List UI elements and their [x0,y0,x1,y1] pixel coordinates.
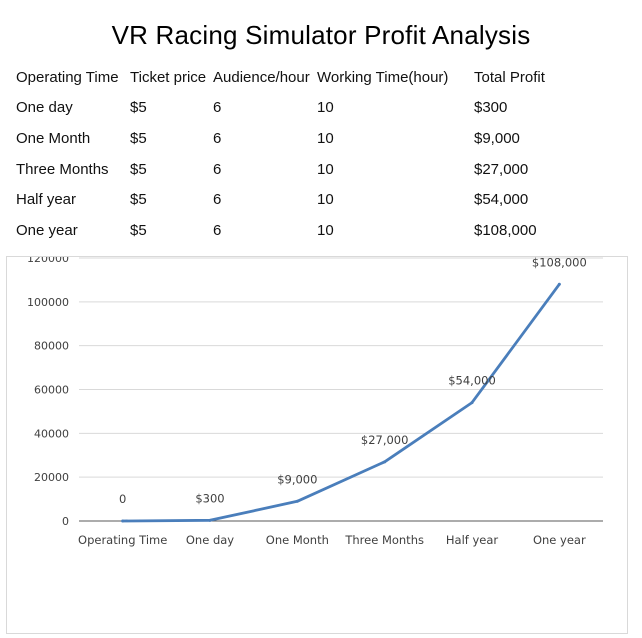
x-tick-label: Operating Time [78,533,167,547]
chart-svg: 0 20000 40000 60000 80000 100000 120000 Operati… [27,257,603,547]
cell-operating-time: One Month [16,129,91,147]
cell-working-time: 10 [317,160,334,178]
data-point [121,519,125,523]
y-tick-label: 40000 [34,427,69,440]
data-point [557,282,561,286]
series-line [121,282,561,523]
cell-operating-time: Three Months [16,160,109,178]
data-label: $9,000 [277,472,317,486]
cell-audience: 6 [213,99,222,117]
y-tick-label: 60000 [34,384,69,397]
y-tick-label: 120000 [27,257,69,265]
cell-audience: 6 [213,129,222,147]
x-tick-label: One day [186,533,234,547]
profit-line-chart: 0 20000 40000 60000 80000 100000 120000 Operati… [6,256,628,634]
cell-ticket-price: $5 [130,99,147,117]
cell-working-time: 10 [317,191,334,209]
cell-total-profit: $9,000 [474,129,520,147]
cell-ticket-price: $5 [130,191,147,209]
x-tick-label: Three Months [344,533,424,547]
table-row: One year $5 6 10 $108,000 [10,215,584,246]
cell-working-time: 10 [317,221,334,239]
cell-audience: 6 [213,191,222,209]
table-row: One Month $5 6 10 $9,000 [10,123,584,154]
cell-working-time: 10 [317,99,334,117]
x-tick-label: Half year [446,533,499,547]
y-tick-label: 20000 [34,471,69,484]
cell-ticket-price: $5 [130,160,147,178]
table-row: Three Months $5 6 10 $27,000 [10,154,584,185]
header-working-time: Working Time(hour) [317,68,449,86]
data-label: $108,000 [532,257,587,269]
x-tick-label: One Month [266,533,329,547]
data-label: 0 [119,492,126,506]
cell-total-profit: $300 [474,99,508,117]
header-total-profit: Total Profit [474,68,545,86]
header-ticket-price: Ticket price [130,68,207,86]
cell-total-profit: $54,000 [474,191,529,209]
x-tick-label: One year [533,533,586,547]
profit-table: Operating Time Ticket price Audience/hou… [10,62,584,246]
data-point [470,401,474,405]
table-header-row: Operating Time Ticket price Audience/hou… [10,62,584,93]
cell-operating-time: Half year [16,191,77,209]
header-audience-hour: Audience/hour [213,68,310,86]
data-label: $54,000 [448,374,496,388]
data-point [295,499,299,503]
table-row: Half year $5 6 10 $54,000 [10,184,584,215]
cell-ticket-price: $5 [130,221,147,239]
cell-total-profit: $108,000 [474,221,537,239]
cell-total-profit: $27,000 [474,160,529,178]
cell-ticket-price: $5 [130,129,147,147]
cell-operating-time: One year [16,221,78,239]
chart-title: VR Racing Simulator Profit Analysis [111,20,531,50]
cell-working-time: 10 [317,129,334,147]
y-tick-label: 80000 [34,340,69,353]
header-operating-time: Operating Time [16,68,119,86]
cell-audience: 6 [213,221,222,239]
table-row: One day $5 6 10 $300 [10,93,584,124]
cell-operating-time: One day [16,99,73,117]
data-point [383,460,387,464]
data-label: $300 [195,491,224,505]
y-tick-label: 100000 [27,296,69,309]
data-point [208,518,212,522]
data-label: $27,000 [361,433,409,447]
cell-audience: 6 [213,160,222,178]
y-tick-label: 0 [62,515,69,528]
